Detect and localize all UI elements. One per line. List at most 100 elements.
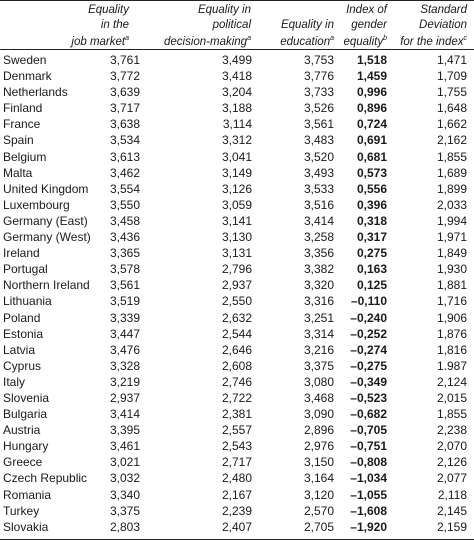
cell-gender-index: 0,163: [356, 262, 387, 277]
cell-std-dev: 1,971: [436, 230, 467, 245]
cell-gender-index: –0,274: [350, 342, 387, 357]
cell-std-dev: 2,159: [436, 519, 467, 534]
cell-country: Germany (West): [3, 230, 91, 245]
cell-job-market: 3,519: [109, 294, 140, 309]
cell-gender-index: 0,896: [356, 101, 387, 116]
cell-country: Germany (East): [3, 213, 88, 228]
cell-job-market: 3,717: [109, 101, 140, 116]
cell-political: 2,550: [221, 294, 252, 309]
cell-country: Netherlands: [3, 85, 68, 100]
table-row: Greece 3,021 2,717 3,150 –0,808 2,126: [0, 454, 474, 470]
cell-country: Estonia: [3, 326, 44, 341]
cell-political: 3,126: [221, 181, 252, 196]
cell-gender-index: –0,349: [350, 374, 387, 389]
cell-gender-index: –0,808: [350, 455, 387, 470]
cell-education: 2,976: [303, 439, 334, 454]
cell-education: 3,164: [303, 471, 334, 486]
cell-country: Poland: [3, 310, 41, 325]
cell-gender-index: –1,034: [350, 471, 387, 486]
table-row: United Kingdom 3,554 3,126 3,533 0,556 1,899: [0, 181, 474, 197]
cell-political: 3,188: [221, 101, 252, 116]
cell-education: 3,150: [303, 455, 334, 470]
cell-education: 2,705: [303, 519, 334, 534]
table-row: Denmark 3,772 3,418 3,776 1,459 1,709: [0, 68, 474, 84]
cell-std-dev: 2,033: [436, 197, 467, 212]
cell-job-market: 3,461: [109, 439, 140, 454]
cell-job-market: 3,414: [109, 407, 140, 422]
cell-education: 3,561: [303, 117, 334, 132]
table-row: France 3,638 3,114 3,561 0,724 1,662: [0, 116, 474, 132]
cell-political: 3,204: [221, 85, 252, 100]
cell-std-dev: 2,145: [436, 503, 467, 518]
cell-std-dev: 1,755: [436, 85, 467, 100]
cell-gender-index: 0,275: [356, 246, 387, 261]
cell-country: Cyprus: [3, 358, 42, 373]
cell-education: 3,776: [303, 69, 334, 84]
cell-country: Italy: [3, 374, 26, 389]
cell-education: 3,258: [303, 230, 334, 245]
cell-std-dev: 1,906: [436, 310, 467, 325]
cell-country: France: [3, 117, 41, 132]
cell-country: Romania: [3, 487, 52, 502]
cell-std-dev: 2,162: [436, 133, 467, 148]
cell-std-dev: 2,077: [436, 471, 467, 486]
cell-gender-index: –1,608: [350, 503, 387, 518]
cell-std-dev: 1,471: [436, 53, 467, 67]
cell-job-market: 3,340: [109, 487, 140, 502]
cell-job-market: 3,613: [109, 149, 140, 164]
header-rule: [0, 49, 474, 50]
cell-political: 3,059: [221, 197, 252, 212]
table-row: Luxembourg 3,550 3,059 3,516 0,396 2,033: [0, 197, 474, 213]
table-row: Bulgaria 3,414 2,381 3,090 –0,682 1,855: [0, 406, 474, 422]
table-row: Czech Republic 3,032 2,480 3,164 –1,034 2,077: [0, 470, 474, 486]
cell-std-dev: 1,855: [436, 407, 467, 422]
cell-education: 3,120: [303, 487, 334, 502]
table-row: Latvia 3,476 2,646 3,216 –0,274 1,816: [0, 342, 474, 358]
table-row: Portugal 3,578 2,796 3,382 0,163 1,930: [0, 261, 474, 277]
cell-country: Turkey: [3, 503, 40, 518]
cell-job-market: 3,447: [109, 326, 140, 341]
table-top-rule: [0, 0, 474, 1]
table-row: Ireland 3,365 3,131 3,356 0,275 1,849: [0, 245, 474, 261]
cell-education: 3,414: [303, 213, 334, 228]
cell-std-dev: 2,124: [436, 374, 467, 389]
cell-education: 3,314: [303, 326, 334, 341]
cell-std-dev: 1,994: [436, 213, 467, 228]
cell-country: Spain: [3, 133, 34, 148]
cell-std-dev: 1,899: [436, 181, 467, 196]
cell-political: 2,717: [221, 455, 252, 470]
cell-std-dev: 2,118: [437, 487, 467, 502]
table-row: Hungary 3,461 2,543 2,976 –0,751 2,070: [0, 438, 474, 454]
cell-education: 3,375: [303, 358, 334, 373]
cell-education: 3,320: [303, 278, 334, 293]
header-education: Equality in educationa: [280, 18, 334, 48]
table-body: Sweden 3,761 3,499 3,753 1,518 1,471 Denmark 3,…: [0, 52, 474, 535]
cell-education: 2,896: [303, 423, 334, 438]
cell-std-dev: 2,015: [436, 390, 467, 405]
table-row: Cyprus 3,328 2,608 3,375 –0,275 1.987: [0, 358, 474, 374]
cell-std-dev: 2,238: [436, 423, 467, 438]
cell-job-market: 3,339: [109, 310, 140, 325]
cell-education: 2,570: [303, 503, 334, 518]
cell-gender-index: –0,682: [350, 407, 387, 422]
cell-job-market: 3,550: [109, 197, 140, 212]
cell-country: Denmark: [3, 69, 52, 84]
cell-education: 3,753: [303, 53, 334, 67]
cell-gender-index: –0,110: [350, 294, 387, 309]
table-row: Lithuania 3,519 2,550 3,316 –0,110 1,716: [0, 293, 474, 309]
header-political-decision-making: Equality in political decision-makinga: [163, 4, 251, 48]
cell-gender-index: 0,681: [356, 149, 387, 164]
cell-std-dev: 1,876: [436, 326, 467, 341]
cell-political: 3,141: [221, 213, 252, 228]
cell-country: Bulgaria: [3, 407, 48, 422]
cell-std-dev: 1,648: [436, 101, 467, 116]
cell-political: 2,608: [221, 358, 252, 373]
cell-job-market: 3,219: [109, 374, 140, 389]
cell-gender-index: 0,573: [356, 165, 387, 180]
cell-country: United Kingdom: [3, 181, 89, 196]
cell-job-market: 3,328: [109, 358, 140, 373]
table-row: Poland 3,339 2,632 3,251 –0,240 1,906: [0, 310, 474, 326]
cell-political: 2,381: [221, 407, 252, 422]
cell-country: Northern Ireland: [3, 278, 90, 293]
cell-country: Hungary: [3, 439, 49, 454]
